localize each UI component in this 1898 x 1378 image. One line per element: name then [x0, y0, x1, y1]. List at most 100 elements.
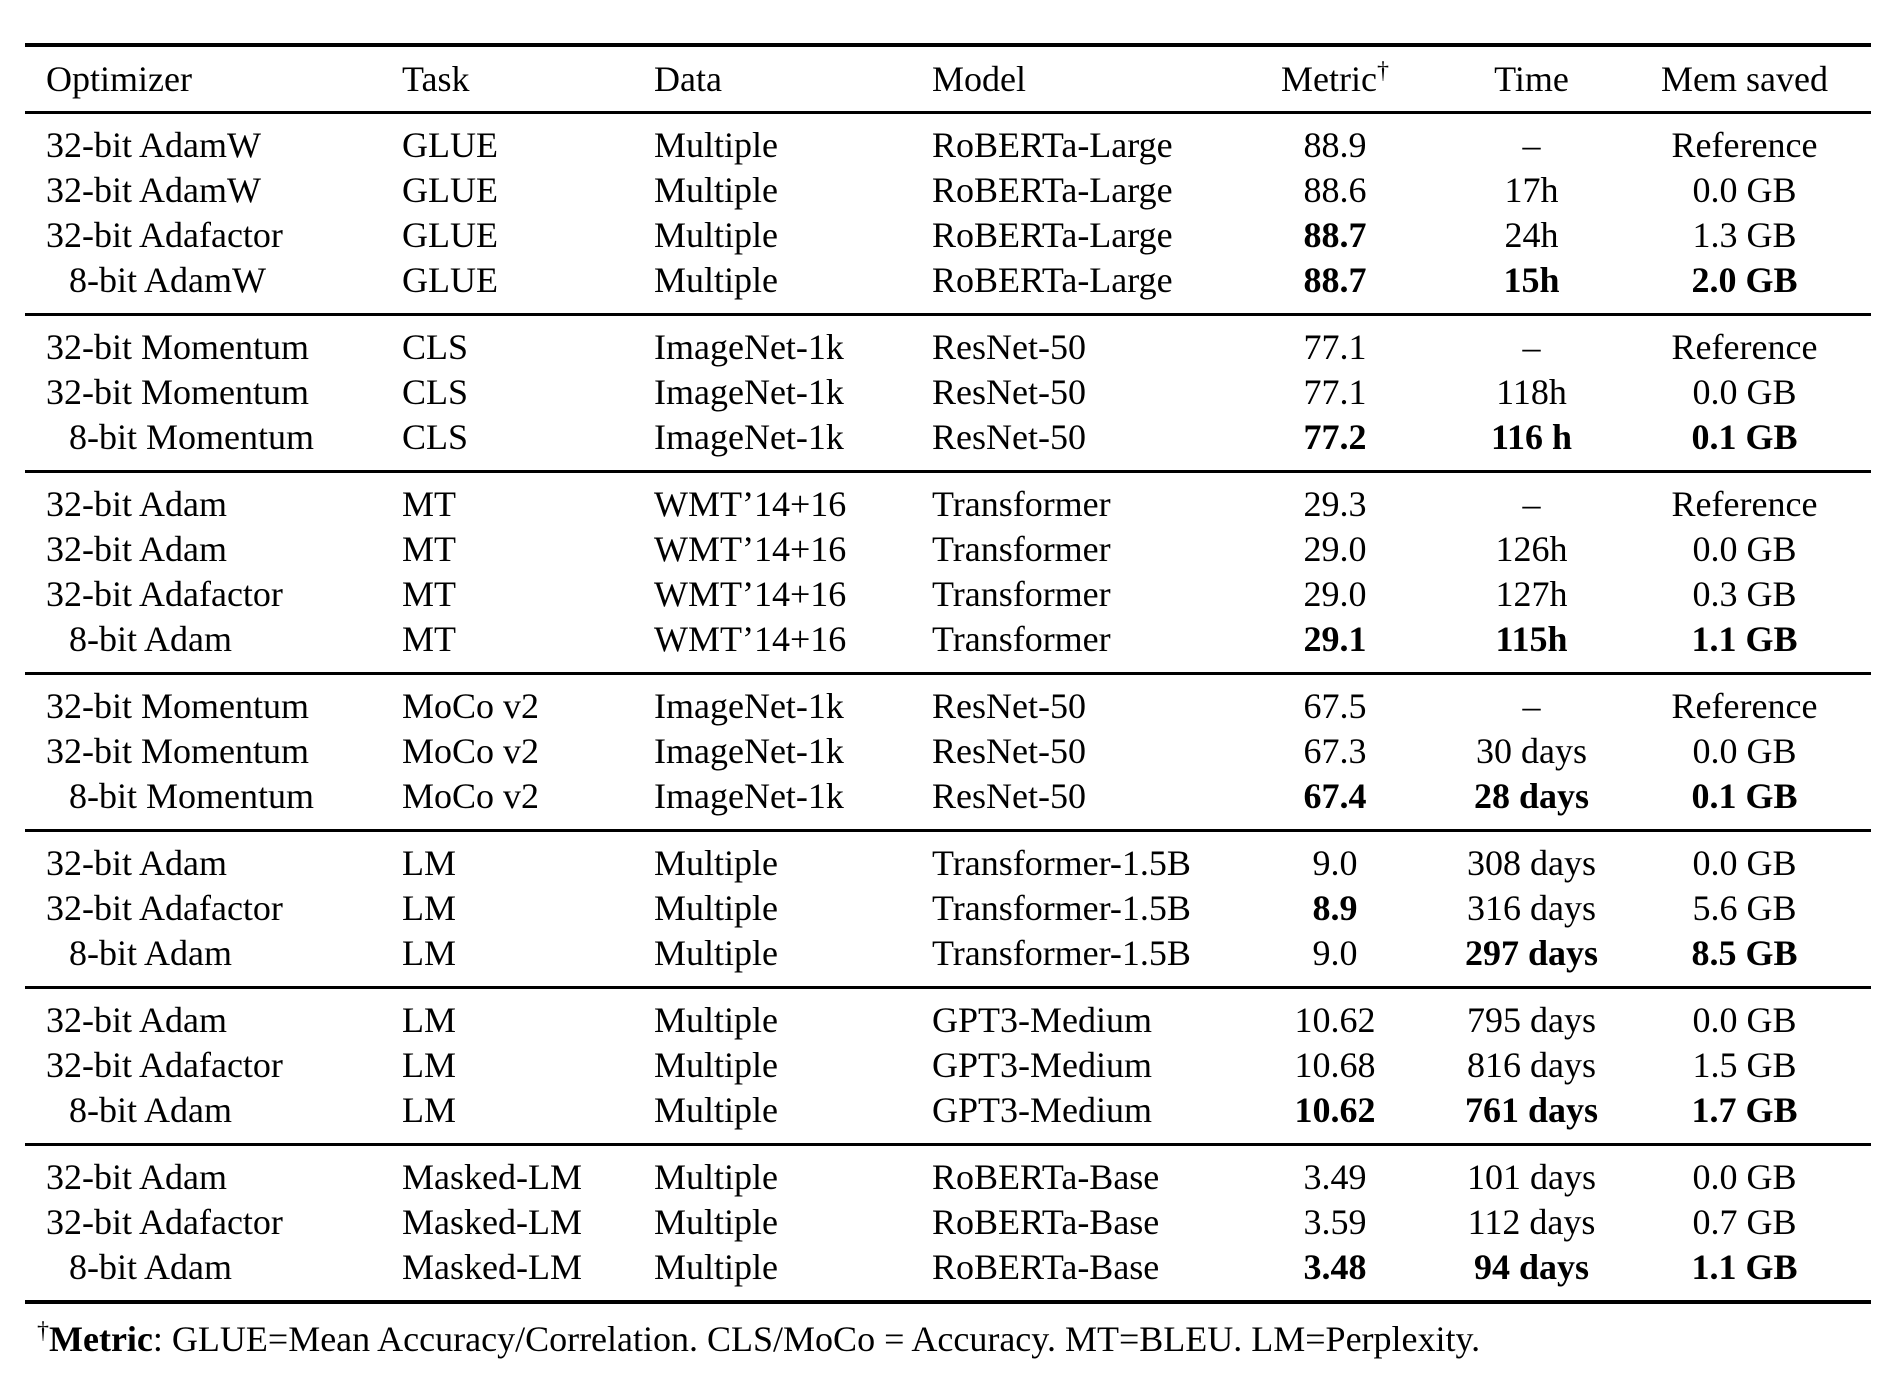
cell-data: ImageNet-1k [654, 729, 932, 774]
cell-time: 116 h [1445, 415, 1618, 472]
cell-value: GPT3-Medium [932, 1000, 1152, 1040]
dagger-icon: † [37, 1318, 49, 1344]
cell-value: 1.7 GB [1691, 1090, 1798, 1130]
cell-data: WMT’14+16 [654, 572, 932, 617]
footnote-label: Metric [49, 1319, 153, 1359]
cell-value: RoBERTa-Large [932, 125, 1173, 165]
cell-model: RoBERTa-Large [932, 168, 1225, 213]
cell-task: MT [402, 572, 654, 617]
cell-value: – [1522, 686, 1541, 726]
cell-value: 32-bit Adafactor [46, 888, 283, 928]
cell-value: Masked-LM [402, 1157, 582, 1197]
cell-value: 10.62 [1294, 1090, 1376, 1130]
cell-data: Multiple [654, 988, 932, 1044]
cell-value: Multiple [654, 1000, 778, 1040]
cell-optimizer: 32-bit Adam [25, 527, 402, 572]
cell-value: 17h [1504, 170, 1559, 210]
cell-mem-saved: Reference [1618, 315, 1871, 371]
cell-model: RoBERTa-Large [932, 113, 1225, 169]
table-row: 8-bit Adam LM Multiple Transformer-1.5B 9.0 2… [25, 931, 1871, 988]
cell-value: 3.48 [1303, 1247, 1367, 1287]
cell-value: ResNet-50 [932, 372, 1086, 412]
cell-value: 0.0 GB [1692, 1157, 1797, 1197]
table-row: 32-bit Adam MT WMT’14+16 Transformer 29.3 – Re… [25, 472, 1871, 528]
table-row: 8-bit Momentum MoCo v2 ImageNet-1k ResNet-5… [25, 774, 1871, 831]
cell-value: ImageNet-1k [654, 417, 844, 457]
cell-time: 28 days [1445, 774, 1618, 831]
cell-metric: 10.62 [1225, 1088, 1445, 1145]
cell-value: 88.9 [1303, 125, 1367, 165]
cell-model: RoBERTa-Base [932, 1145, 1225, 1201]
cell-value: 88.6 [1303, 170, 1367, 210]
cell-value: 5.6 GB [1692, 888, 1797, 928]
cell-task: MoCo v2 [402, 674, 654, 730]
cell-time: – [1445, 113, 1618, 169]
cell-value: Multiple [654, 1045, 778, 1085]
table-row: 32-bit Momentum MoCo v2 ImageNet-1k ResNet-… [25, 674, 1871, 730]
cell-value: 32-bit Adafactor [46, 1045, 283, 1085]
cell-value: Multiple [654, 1202, 778, 1242]
cell-value: Multiple [654, 1090, 778, 1130]
cell-model: RoBERTa-Large [932, 258, 1225, 315]
cell-value: – [1522, 327, 1541, 367]
cell-task: GLUE [402, 213, 654, 258]
table-row: 8-bit Adam LM Multiple GPT3-Medium 10.62 761 … [25, 1088, 1871, 1145]
cell-mem-saved: 0.0 GB [1618, 1145, 1871, 1201]
cell-value: 32-bit Momentum [46, 686, 309, 726]
cell-value: 116 h [1490, 417, 1573, 457]
cell-value: Multiple [654, 843, 778, 883]
cell-time: 308 days [1445, 831, 1618, 887]
cell-metric: 77.2 [1225, 415, 1445, 472]
cell-time: 816 days [1445, 1043, 1618, 1088]
cell-time: 30 days [1445, 729, 1618, 774]
cell-model: RoBERTa-Large [932, 213, 1225, 258]
cell-value: 8.5 GB [1691, 933, 1798, 973]
cell-data: Multiple [654, 1245, 932, 1302]
col-header-optimizer: Optimizer [46, 58, 192, 99]
cell-value: 0.0 GB [1692, 372, 1797, 412]
cell-value: MoCo v2 [402, 686, 540, 726]
cell-value: RoBERTa-Base [932, 1157, 1160, 1197]
table-row: 32-bit Adafactor Masked-LM Multiple RoBERTa… [25, 1200, 1871, 1245]
cell-metric: 3.49 [1225, 1145, 1445, 1201]
cell-mem-saved: 1.7 GB [1618, 1088, 1871, 1145]
cell-model: ResNet-50 [932, 774, 1225, 831]
table-footnote: †Metric: GLUE=Mean Accuracy/Correlation.… [25, 1314, 1883, 1364]
cell-value: – [1522, 125, 1541, 165]
cell-value: 32-bit Adam [46, 843, 227, 883]
cell-mem-saved: Reference [1618, 472, 1871, 528]
cell-value: RoBERTa-Base [932, 1247, 1160, 1287]
cell-value: Transformer-1.5B [932, 843, 1191, 883]
footnote-text: : GLUE=Mean Accuracy/Correlation. CLS/Mo… [152, 1319, 1481, 1359]
cell-optimizer: 32-bit Momentum [25, 315, 402, 371]
cell-time: – [1445, 472, 1618, 528]
cell-value: Transformer [932, 484, 1111, 524]
cell-mem-saved: 5.6 GB [1618, 886, 1871, 931]
cell-time: 24h [1445, 213, 1618, 258]
cell-metric: 88.7 [1225, 213, 1445, 258]
cell-metric: 8.9 [1225, 886, 1445, 931]
results-table: Optimizer Task Data Model Metric† Time M… [25, 43, 1871, 1304]
cell-data: Multiple [654, 168, 932, 213]
cell-optimizer: 32-bit AdamW [25, 168, 402, 213]
cell-value: 127h [1495, 574, 1568, 614]
cell-model: Transformer [932, 527, 1225, 572]
cell-value: LM [402, 1090, 456, 1130]
cell-mem-saved: Reference [1618, 113, 1871, 169]
cell-metric: 88.9 [1225, 113, 1445, 169]
cell-value: 112 days [1467, 1202, 1596, 1242]
cell-value: 29.0 [1303, 574, 1367, 614]
cell-value: LM [402, 1000, 456, 1040]
cell-value: CLS [402, 327, 469, 367]
cell-value: 8-bit Momentum [69, 417, 314, 457]
cell-value: MoCo v2 [402, 776, 540, 816]
cell-value: MT [402, 619, 456, 659]
cell-metric: 29.0 [1225, 527, 1445, 572]
cell-value: Reference [1671, 125, 1818, 165]
table-group: 32-bit AdamW GLUE Multiple RoBERTa-Large 88.… [25, 113, 1871, 315]
cell-value: CLS [402, 372, 469, 412]
cell-value: 126h [1495, 529, 1568, 569]
cell-model: GPT3-Medium [932, 988, 1225, 1044]
cell-task: LM [402, 1088, 654, 1145]
cell-task: MT [402, 472, 654, 528]
